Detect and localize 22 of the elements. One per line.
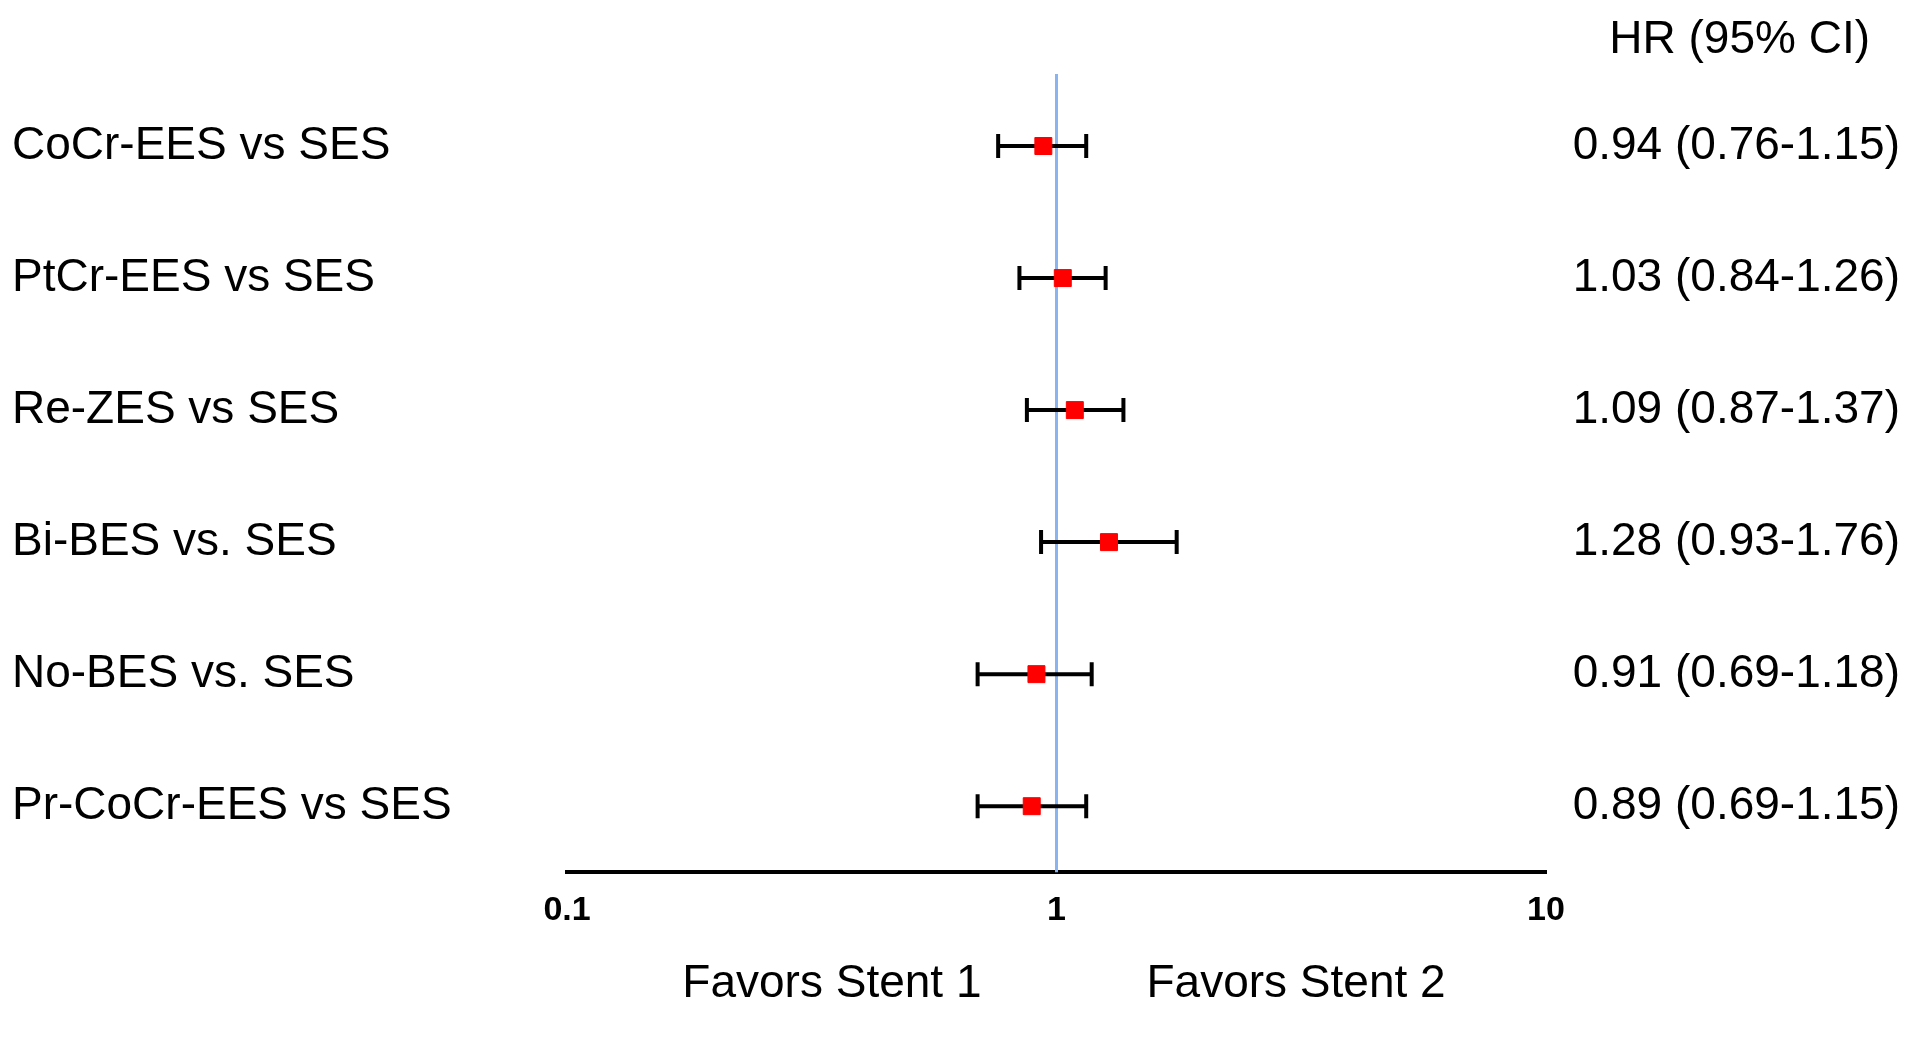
y-tick-label: No-BES vs. SES [12, 644, 355, 697]
point [1099, 533, 1118, 552]
x-tick-label: 0.1 [543, 888, 591, 927]
data-label: 1.09 (0.87-1.37) [1572, 380, 1900, 433]
x-tick-label: 10 [1527, 888, 1565, 927]
point [1027, 665, 1046, 684]
data-label: 0.94 (0.76-1.15) [1572, 116, 1900, 169]
point [1053, 269, 1072, 288]
text: Favors Stent 1 [682, 954, 982, 1007]
y-tick-label: CoCr-EES vs SES [12, 116, 391, 169]
y-tick-label: PtCr-EES vs SES [12, 248, 375, 301]
x-tick-label: 1 [1047, 888, 1066, 927]
data-label: 1.28 (0.93-1.76) [1572, 512, 1900, 565]
data-label: 0.91 (0.69-1.18) [1572, 644, 1900, 697]
data-label: 1.03 (0.84-1.26) [1572, 248, 1900, 301]
y-tick-label: Bi-BES vs. SES [12, 512, 337, 565]
data-label: 0.89 (0.69-1.15) [1572, 776, 1900, 829]
y-tick-label: Re-ZES vs SES [12, 380, 340, 433]
point [1034, 137, 1053, 155]
text: Favors Stent 2 [1146, 954, 1446, 1007]
y-tick-label: Pr-CoCr-EES vs SES [12, 776, 452, 829]
text: HR (95% CI) [1609, 10, 1870, 63]
